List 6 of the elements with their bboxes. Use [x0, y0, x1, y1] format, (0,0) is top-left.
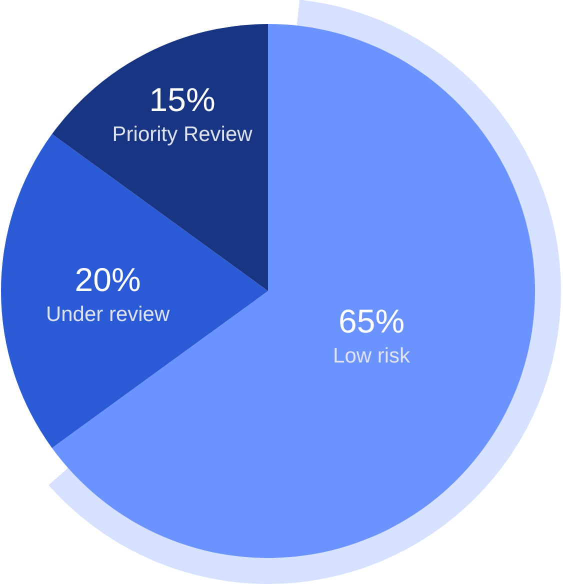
data-label: 65% — [338, 302, 405, 340]
slice-label: Low risk — [333, 344, 411, 368]
data-label: 20% — [74, 261, 141, 298]
slice-label: Priority Review — [112, 122, 254, 146]
slice-label: Under review — [46, 303, 170, 326]
data-label: 15% — [149, 80, 216, 118]
